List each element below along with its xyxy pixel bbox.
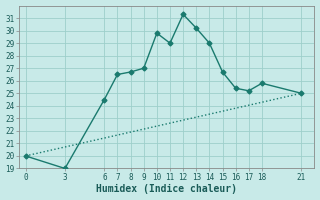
X-axis label: Humidex (Indice chaleur): Humidex (Indice chaleur)	[96, 184, 237, 194]
